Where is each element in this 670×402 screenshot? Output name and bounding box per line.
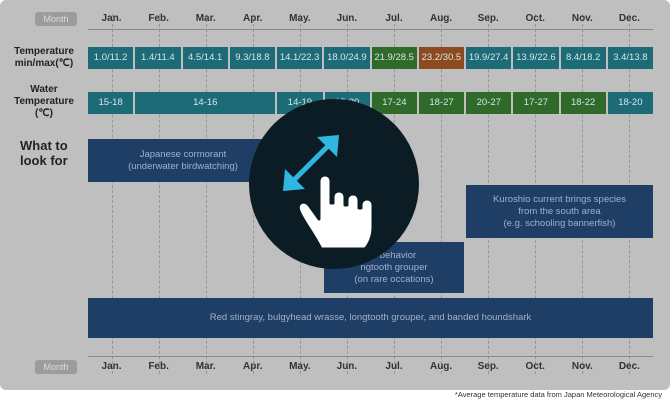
month-label: Mar. — [195, 13, 216, 24]
temperature-cell: 3.4/13.8 — [607, 47, 653, 69]
temperature-cell: 23.2/30.5 — [418, 47, 464, 69]
month-label: Aug. — [429, 361, 453, 372]
water-temperature-cell: 14-16 — [135, 92, 276, 114]
month-label: Jan. — [101, 13, 122, 24]
month-label: Nov. — [571, 13, 593, 24]
water-temperature-cell: 17-24 — [371, 92, 417, 114]
month-label: Jul. — [385, 13, 403, 24]
month-label: Jul. — [385, 361, 403, 372]
water-temperature-cell: 17-27 — [513, 92, 559, 114]
month-label: Aug. — [429, 13, 453, 24]
month-header-pill-bottom: Month — [35, 360, 77, 374]
month-label: Dec. — [618, 13, 640, 24]
temperature-cell: 19.9/27.4 — [466, 47, 512, 69]
month-header-bottom: Jan. Feb. Mar. Apr. May. Jun. Jul. Aug. … — [88, 360, 653, 374]
what-to-look-for-label: What to look for — [20, 138, 68, 168]
temperature-cell: 8.4/18.2 — [560, 47, 606, 69]
header-divider — [88, 29, 653, 30]
water-temperature-cell: 15-18 — [88, 92, 134, 114]
water-temperature-row-label: Water Temperature (℃) — [14, 84, 74, 119]
month-label: Oct. — [525, 361, 545, 372]
month-label: Oct. — [525, 13, 545, 24]
month-label: Apr. — [243, 13, 263, 24]
month-gridline — [441, 14, 442, 374]
temperature-cell: 18.0/24.9 — [324, 47, 370, 69]
water-temperature-cell: 18-22 — [560, 92, 606, 114]
month-gridline — [206, 14, 207, 374]
seasonal-calendar-panel: Month Jan. Feb. Mar. Apr. May. Jun. Jul.… — [0, 0, 670, 390]
temperature-cell: 13.9/22.6 — [513, 47, 559, 69]
footnote: *Average temperature data from Japan Met… — [454, 390, 662, 399]
footer-divider — [88, 356, 653, 357]
month-label: May. — [289, 361, 311, 372]
month-label: Dec. — [618, 361, 640, 372]
year-round-species-bar: Red stingray, bulgyhead wrasse, longtoot… — [88, 298, 653, 338]
kuroshio-season-bar: Kuroshio current brings species from the… — [466, 185, 653, 238]
month-header-top: Jan. Feb. Mar. Apr. May. Jun. Jul. Aug. … — [88, 12, 653, 26]
temperature-cell: 14.1/22.3 — [277, 47, 323, 69]
month-gridline — [112, 14, 113, 374]
month-label: Feb. — [148, 361, 169, 372]
month-label: May. — [289, 13, 311, 24]
month-label: Feb. — [148, 13, 169, 24]
drag-resize-hand-icon[interactable] — [249, 99, 419, 269]
water-temperature-cell: 18-27 — [418, 92, 465, 114]
temperature-cell: 1.4/11.4 — [135, 47, 181, 69]
cormorant-season-text: Japanese cormorant (underwater birdwatch… — [128, 148, 238, 172]
temperature-cell: 1.0/11.2 — [88, 47, 134, 69]
year-round-species-text: Red stingray, bulgyhead wrasse, longtoot… — [209, 312, 532, 323]
temperature-row-label: Temperature min/max(℃) — [14, 46, 74, 69]
month-label: Sep. — [477, 361, 499, 372]
month-label: Sep. — [477, 13, 499, 24]
drag-resize-hand-icon-graphic — [283, 135, 375, 251]
month-label: Nov. — [571, 361, 593, 372]
water-temperature-cell: 20-27 — [466, 92, 512, 114]
month-label: Jan. — [101, 361, 122, 372]
kuroshio-season-text: Kuroshio current brings species from the… — [492, 193, 627, 229]
temperature-cell: 4.5/14.1 — [182, 47, 228, 69]
temperature-cell: 21.9/28.5 — [371, 47, 417, 69]
month-label: Apr. — [243, 361, 263, 372]
month-gridline — [159, 14, 160, 374]
temperature-row: 1.0/11.2 1.4/11.4 4.5/14.1 9.3/18.8 14.1… — [88, 47, 653, 69]
month-label: Jun. — [336, 361, 358, 372]
cormorant-season-bar: Japanese cormorant (underwater birdwatch… — [88, 139, 278, 182]
month-header-pill-top: Month — [35, 12, 77, 26]
water-temperature-cell: 18-20 — [607, 92, 653, 114]
month-label: Jun. — [336, 13, 358, 24]
temperature-cell: 9.3/18.8 — [229, 47, 275, 69]
month-label: Mar. — [195, 361, 216, 372]
